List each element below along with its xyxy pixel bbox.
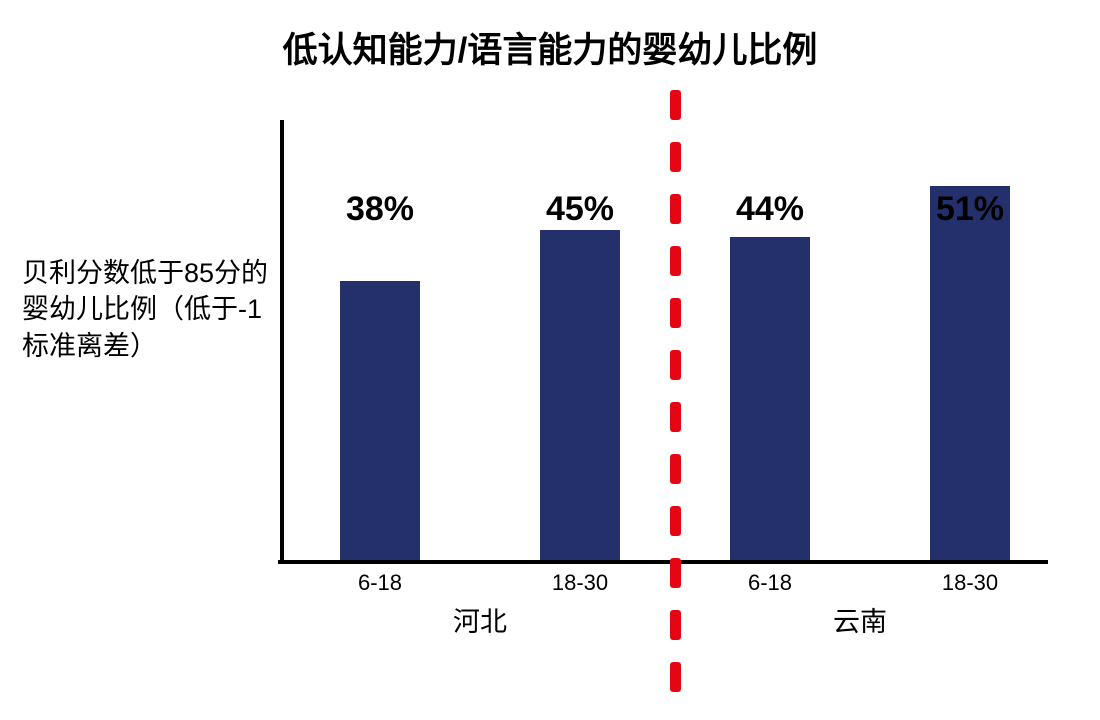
group-divider-dash	[670, 90, 681, 120]
chart-title: 低认知能力/语言能力的婴幼儿比例	[0, 22, 1100, 73]
group-divider-dash	[670, 194, 681, 224]
bar	[930, 186, 1010, 560]
bar	[730, 237, 810, 560]
group-label: 云南	[780, 600, 940, 639]
group-divider-dash	[670, 506, 681, 536]
group-divider-dash	[670, 350, 681, 380]
group-label: 河北	[400, 600, 560, 639]
group-divider-dash	[670, 142, 681, 172]
category-label: 18-30	[520, 570, 640, 596]
chart-area: 38%6-1845%18-30河北44%6-1851%18-30云南	[280, 120, 1070, 590]
bar-value-label: 44%	[710, 190, 830, 229]
bar	[340, 281, 420, 560]
plot-area: 38%6-1845%18-30河北44%6-1851%18-30云南	[280, 120, 1040, 560]
group-divider-dash	[670, 454, 681, 484]
bar-value-label: 38%	[320, 190, 440, 229]
bar-value-label: 45%	[520, 190, 640, 229]
category-label: 6-18	[320, 570, 440, 596]
category-label: 18-30	[910, 570, 1030, 596]
bar	[540, 230, 620, 560]
group-divider-dash	[670, 558, 681, 588]
chart-page: { "title": { "text": "低认知能力/语言能力的婴幼儿比例",…	[0, 0, 1100, 720]
group-divider-dash	[670, 662, 681, 692]
bar-value-label: 51%	[910, 190, 1030, 229]
category-label: 6-18	[710, 570, 830, 596]
group-divider-dash	[670, 298, 681, 328]
group-divider-dash	[670, 246, 681, 276]
group-divider-dash	[670, 402, 681, 432]
y-axis	[280, 120, 284, 560]
group-divider-dash	[670, 610, 681, 640]
x-axis	[278, 560, 1048, 564]
y-axis-label: 贝利分数低于85分的婴幼儿比例（低于-1标准离差）	[22, 255, 272, 364]
